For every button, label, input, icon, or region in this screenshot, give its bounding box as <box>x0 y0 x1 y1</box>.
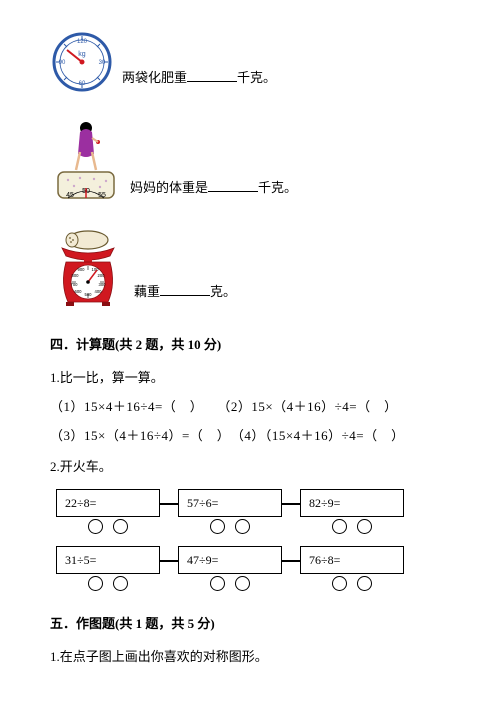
text-before: 藕重 <box>134 284 160 299</box>
worksheet-page: 120 30 60 90 kg <box>0 0 500 708</box>
train-box[interactable]: 82÷9= <box>300 489 404 517</box>
calc-2[interactable]: （2）15×（4＋16）÷4=（ ） <box>224 399 398 414</box>
train-box[interactable]: 47÷9= <box>178 546 282 574</box>
train-car: 57÷6= <box>178 489 282 534</box>
svg-text:400: 400 <box>95 289 103 294</box>
svg-text:200: 200 <box>98 273 106 278</box>
question-lotus-weight: 100 200 300 400 500 600 700 800 900 藕重 克。 <box>50 226 450 312</box>
train-box[interactable]: 22÷8= <box>56 489 160 517</box>
mother-scale-illustration: 45 50 55 <box>50 116 122 208</box>
svg-text:500: 500 <box>85 292 93 297</box>
dial-label-30: 30 <box>99 60 106 66</box>
answer-blank[interactable] <box>187 68 237 82</box>
question-text: 藕重 克。 <box>134 281 236 312</box>
svg-text:300: 300 <box>99 282 107 287</box>
train-box[interactable]: 31÷5= <box>56 546 160 574</box>
svg-text:600: 600 <box>75 289 83 294</box>
calc-3[interactable]: （3）15×（4＋16÷4）=（ ） <box>50 428 224 443</box>
train-car: 22÷8= <box>56 489 160 534</box>
section4-sub2: 2.开火车。 <box>50 456 450 475</box>
text-before: 妈妈的体重是 <box>130 180 208 195</box>
section5-sub1: 1.在点子图上画出你喜欢的对称图形。 <box>50 646 450 665</box>
answer-blank[interactable] <box>208 178 258 192</box>
text-before: 两袋化肥重 <box>122 70 187 85</box>
section4-heading: 四．计算题(共 2 题，共 10 分) <box>50 334 450 353</box>
section5-heading: 五．作图题(共 1 题，共 5 分) <box>50 613 450 632</box>
calc-4[interactable]: （4）（15×4＋16）÷4=（ ） <box>237 428 404 443</box>
calc-row-2: （3）15×（4＋16÷4）=（ ） （4）（15×4＋16）÷4=（ ） <box>50 425 450 444</box>
kitchen-scale-illustration: 100 200 300 400 500 600 700 800 900 <box>50 226 126 312</box>
svg-text:700: 700 <box>71 282 79 287</box>
gauge-dial-illustration: 120 30 60 90 kg <box>50 30 114 98</box>
question-mother-weight: 45 50 55 妈妈的体重是 千克。 <box>50 116 450 208</box>
text-after: 克。 <box>210 284 236 299</box>
train-row-2: 31÷5= 47÷9= 76÷8= <box>56 546 450 591</box>
text-after: 千克。 <box>237 70 276 85</box>
train-car: 31÷5= <box>56 546 160 591</box>
train-box[interactable]: 76÷8= <box>300 546 404 574</box>
section4-sub1: 1.比一比，算一算。 <box>50 367 450 386</box>
question-fertilizer: 120 30 60 90 kg <box>50 30 450 98</box>
dial-label-90: 90 <box>59 60 66 66</box>
question-text: 两袋化肥重 千克。 <box>122 67 276 98</box>
answer-blank[interactable] <box>160 282 210 296</box>
calc-1[interactable]: （1）15×4＋16÷4=（ ） <box>50 399 197 414</box>
train-container: 22÷8= 57÷6= 82÷9= 31÷5= 47÷9= <box>56 489 450 591</box>
train-box[interactable]: 57÷6= <box>178 489 282 517</box>
scale-label-55: 55 <box>98 192 106 199</box>
train-car: 82÷9= <box>300 489 404 534</box>
svg-text:800: 800 <box>72 273 80 278</box>
svg-text:900: 900 <box>78 267 86 272</box>
train-car: 47÷9= <box>178 546 282 591</box>
train-row-1: 22÷8= 57÷6= 82÷9= <box>56 489 450 534</box>
text-after: 千克。 <box>258 180 297 195</box>
calc-row-1: （1）15×4＋16÷4=（ ） （2）15×（4＋16）÷4=（ ） <box>50 396 450 415</box>
question-text: 妈妈的体重是 千克。 <box>130 177 297 208</box>
train-car: 76÷8= <box>300 546 404 591</box>
dial-unit: kg <box>78 51 86 58</box>
scale-label-45: 45 <box>66 192 74 199</box>
